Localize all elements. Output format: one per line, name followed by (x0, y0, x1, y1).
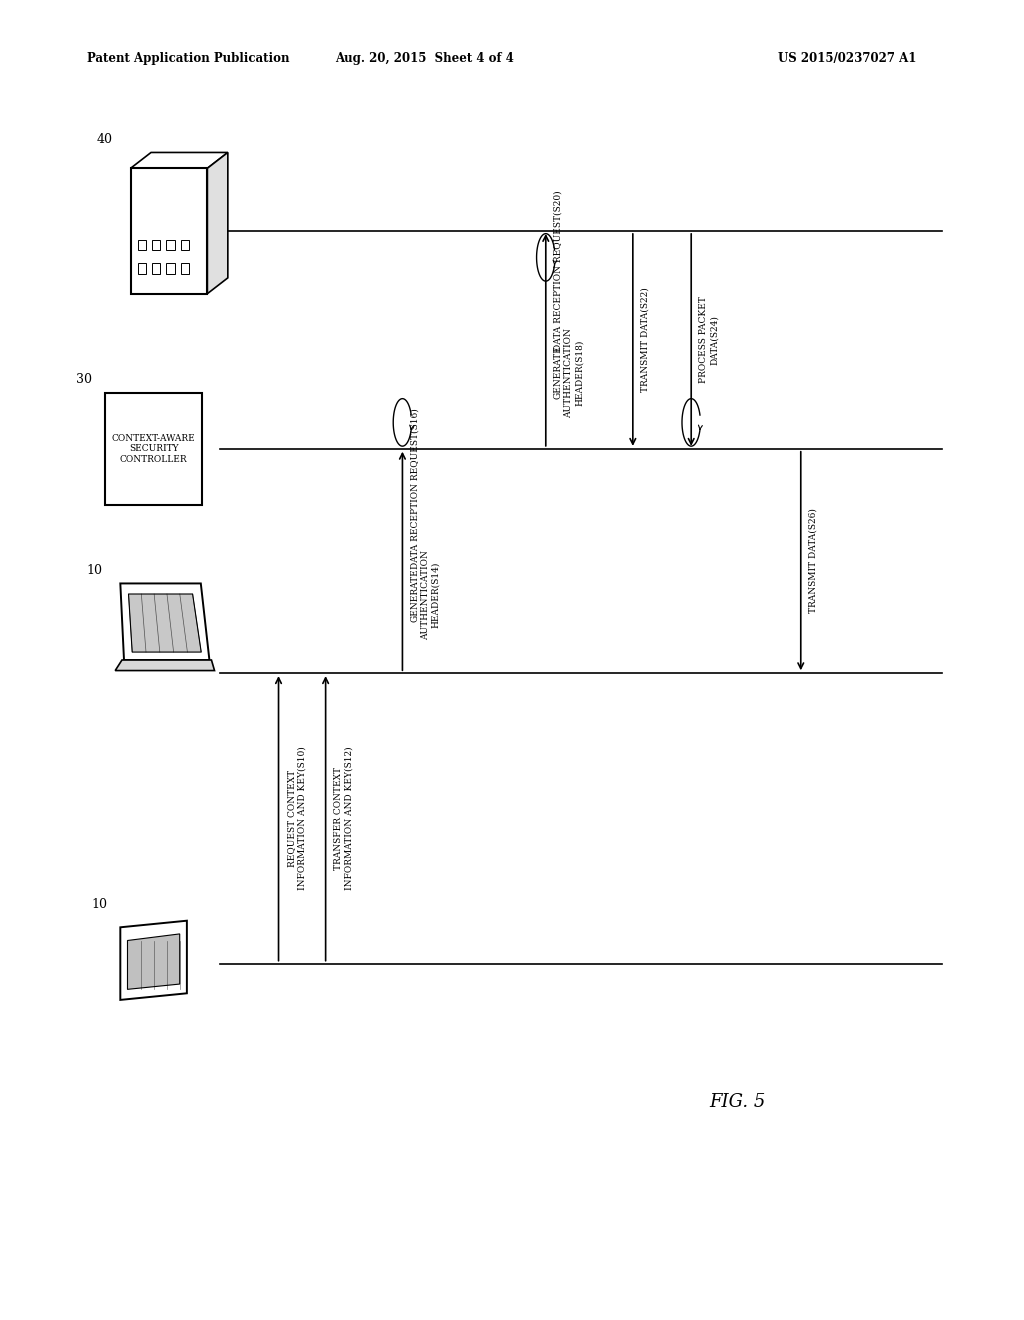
Polygon shape (121, 921, 186, 1001)
Text: FIG. 5: FIG. 5 (709, 1093, 766, 1111)
Text: PROCESS PACKET
DATA(S24): PROCESS PACKET DATA(S24) (699, 297, 719, 383)
Bar (181, 240, 189, 251)
Text: Aug. 20, 2015  Sheet 4 of 4: Aug. 20, 2015 Sheet 4 of 4 (336, 51, 514, 65)
Text: GENERATE
AUTHENTICATION
HEADER(S14): GENERATE AUTHENTICATION HEADER(S14) (411, 549, 440, 640)
Polygon shape (115, 660, 215, 671)
Bar (137, 240, 146, 251)
Bar (166, 240, 174, 251)
Text: 10: 10 (92, 899, 108, 911)
Text: 30: 30 (77, 374, 92, 385)
Text: REQUEST CONTEXT
INFORMATION AND KEY(S10): REQUEST CONTEXT INFORMATION AND KEY(S10) (287, 747, 306, 890)
Polygon shape (121, 583, 210, 660)
Bar (131, 169, 207, 294)
Text: TRANSMIT DATA(S22): TRANSMIT DATA(S22) (641, 288, 650, 392)
Text: US 2015/0237027 A1: US 2015/0237027 A1 (778, 51, 916, 65)
Bar (166, 264, 174, 275)
Bar (104, 393, 203, 504)
Polygon shape (129, 594, 201, 652)
Text: DATA RECEPTION REQUEST(S20): DATA RECEPTION REQUEST(S20) (554, 190, 563, 351)
Text: 10: 10 (87, 564, 102, 577)
Text: GENERATE
AUTHENTICATION
HEADER(S18): GENERATE AUTHENTICATION HEADER(S18) (554, 327, 584, 417)
Bar (153, 264, 161, 275)
Text: TRANSMIT DATA(S26): TRANSMIT DATA(S26) (809, 508, 818, 614)
Bar (137, 264, 146, 275)
Text: Patent Application Publication: Patent Application Publication (87, 51, 290, 65)
Polygon shape (131, 153, 227, 169)
Text: 40: 40 (97, 133, 113, 147)
Text: DATA RECEPTION REQUEST(S16): DATA RECEPTION REQUEST(S16) (411, 408, 420, 569)
Text: CONTEXT-AWARE
SECURITY
CONTROLLER: CONTEXT-AWARE SECURITY CONTROLLER (112, 434, 196, 463)
Polygon shape (207, 153, 227, 294)
Polygon shape (127, 935, 180, 990)
Bar (181, 264, 189, 275)
Text: TRANSFER CONTEXT
INFORMATION AND KEY(S12): TRANSFER CONTEXT INFORMATION AND KEY(S12… (334, 747, 353, 890)
Bar (153, 240, 161, 251)
